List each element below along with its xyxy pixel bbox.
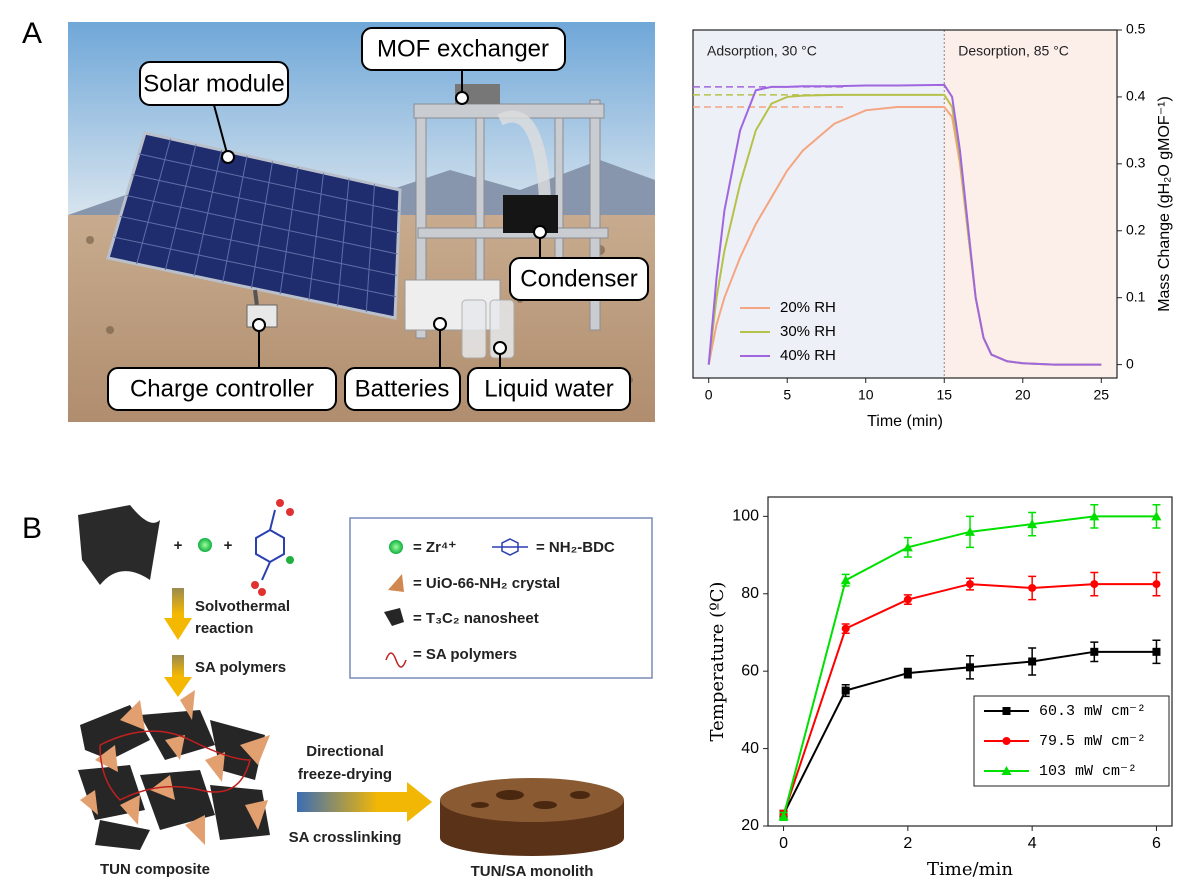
x-axis-label: Time/min [927,859,1013,880]
x-tick-label: 25 [1094,387,1110,403]
x-tick-label: 0 [705,387,713,403]
panel-grid [114,236,396,298]
plus: + [174,537,183,554]
marker [902,542,913,552]
marker [1028,583,1037,592]
y-tick-label: 20 [741,817,759,834]
photo-label: Solar module [143,70,284,97]
marker [1002,707,1011,715]
marker [965,526,975,536]
step-text: SA polymers [195,659,286,676]
marker [1152,647,1161,656]
marker [1001,766,1012,775]
photo: Solar module MOF exchanger Condenser Cha… [68,22,655,422]
legend-text: = SA polymers [413,646,517,663]
marker [1151,511,1162,521]
step-text: Directional [306,743,384,760]
plot-frame [767,496,1173,827]
panel-grid [120,215,397,276]
marker [966,663,974,672]
panel-label: A [22,17,42,50]
legend-text: = NH₂-BDC [536,539,615,556]
y-tick-label: 0 [1126,355,1134,371]
legend-label: 20% RH [780,299,836,316]
marker [841,686,850,695]
y-tick-label: 0.1 [1126,288,1146,304]
region-label: Desorption, 85 °C [958,43,1069,59]
x-tick-label: 10 [858,387,874,403]
x-tick-label: 4 [1028,835,1037,852]
legend-text: = UiO-66-NH₂ crystal [413,575,560,592]
marker [1028,657,1037,666]
legend-label: 60.3 mW cm⁻² [1039,703,1146,720]
y-tick-label: 0.2 [1126,221,1146,237]
step-text: reaction [195,620,253,637]
marker [1002,737,1011,745]
photo-label: Condenser [520,265,637,292]
caption: TUN/SA monolith [471,863,594,880]
x-tick-label: 15 [936,387,952,403]
marker [1152,580,1161,589]
x-tick-label: 5 [783,387,791,403]
plus: + [224,537,233,554]
legend-label: 40% RH [780,347,836,364]
x-tick-label: 6 [1152,835,1161,852]
marker [903,669,912,678]
marker [841,624,850,633]
x-tick-label: 20 [1015,387,1031,403]
step-text: Solvothermal [195,598,290,615]
schematic: + + Solvothermal reaction SA polymers TU… [78,499,653,880]
step-text: SA crosslinking [289,829,402,846]
legend-label: 79.5 mW cm⁻² [1039,733,1146,750]
marker [1027,519,1038,529]
y-tick-label: 40 [741,740,759,757]
photo-label: Charge controller [130,375,314,402]
photo-label: MOF exchanger [377,35,549,62]
photo-label: Liquid water [484,375,613,402]
panel-grid [132,174,399,234]
x-axis-label: Time (min) [867,413,943,430]
panel-label: B [22,512,42,545]
y-tick-label: 80 [741,585,759,602]
y-tick-label: 0.5 [1126,21,1146,37]
legend-label: 30% RH [780,323,836,340]
marker [1089,511,1100,521]
marker [903,595,912,604]
photo-label: Batteries [355,375,450,402]
x-tick-label: 2 [903,835,912,852]
marker [778,811,789,821]
legend-text: = T₃C₂ nanosheet [413,610,539,627]
region-label: Adsorption, 30 °C [707,43,817,59]
marker [1090,580,1099,589]
panel-grid [138,153,400,212]
caption: TUN composite [100,861,210,878]
step-text: freeze-drying [298,766,392,783]
panel-grid [126,195,398,255]
legend-label: 103 mW cm⁻² [1039,763,1137,780]
legend-text: = Zr⁴⁺ [413,539,456,556]
y-tick-label: 100 [732,508,759,525]
y-tick-label: 0.3 [1126,155,1146,171]
marker [966,580,974,589]
region [944,30,1117,378]
plot-frame [692,29,1118,379]
y-axis-label: Temperature (ºC) [707,582,728,742]
y-tick-label: 0.4 [1126,88,1146,104]
series-line [707,83,1102,366]
marker [840,575,851,585]
x-tick-label: 0 [779,835,788,852]
y-tick-label: 60 [741,662,759,679]
marker [1090,647,1099,656]
y-axis-label: Mass Change (gH₂O gMOF⁻¹) [1156,96,1173,312]
